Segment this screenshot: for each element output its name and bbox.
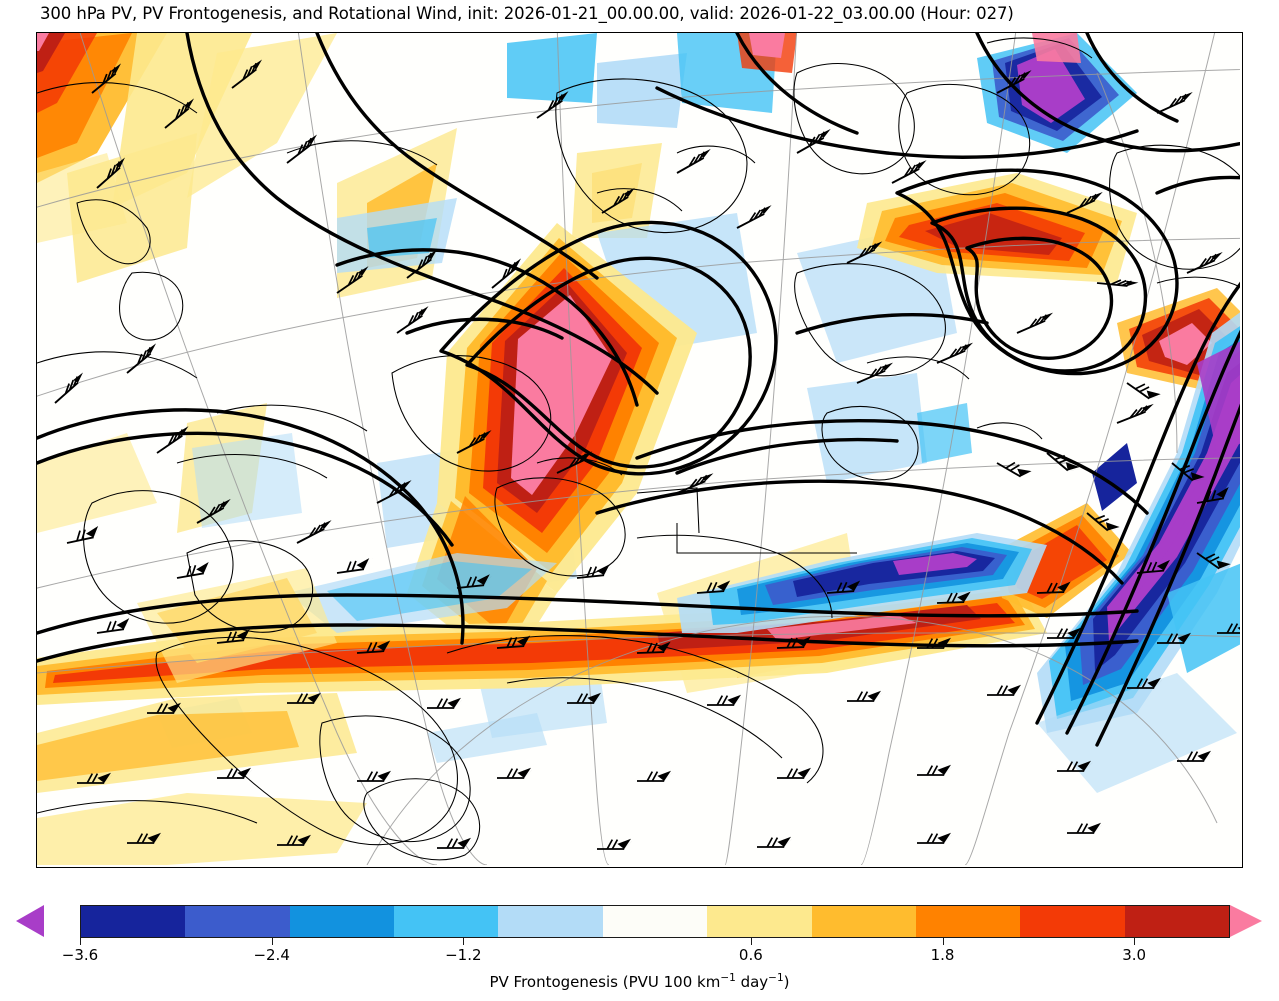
colorbar-tick-label: −3.6 xyxy=(61,946,99,964)
colorbar-segment xyxy=(185,906,290,937)
colorbar-tick-label: −2.4 xyxy=(253,946,290,964)
colorbar-tick xyxy=(80,938,81,945)
colorbar-tick xyxy=(750,938,752,945)
colorbar-segment xyxy=(1020,906,1125,937)
colorbar-segment xyxy=(915,906,1021,937)
colorbar-under-arrow xyxy=(16,905,44,937)
caption-post: ) xyxy=(783,973,790,991)
colorbar-segment xyxy=(707,906,812,937)
colorbar-tick xyxy=(942,938,944,945)
colorbar-bar[interactable] xyxy=(80,905,1230,938)
pv-contours xyxy=(37,33,1240,747)
colorbar-segment xyxy=(498,906,603,937)
colorbar-tick xyxy=(271,938,273,945)
colorbar: −3.6 −2.4 −1.2 0.6 1.8 3.0 PV Frontogenesis (… xyxy=(0,896,1279,1001)
caption-exp-2: −1 xyxy=(768,972,784,984)
colorbar-segment xyxy=(1124,906,1229,937)
map-canvas xyxy=(37,33,1240,865)
map-panel[interactable] xyxy=(36,32,1243,868)
colorbar-over-arrow xyxy=(1230,905,1262,937)
figure-title: 300 hPa PV, PV Frontogenesis, and Rotati… xyxy=(40,4,1014,23)
colorbar-tick-label: −1.2 xyxy=(445,946,482,964)
colorbar-segment xyxy=(394,906,499,937)
colorbar-segment xyxy=(811,906,916,937)
caption-pre: PV Frontogenesis (PVU 100 km xyxy=(489,973,721,991)
colorbar-tick xyxy=(463,938,465,945)
colorbar-segment xyxy=(602,906,708,937)
caption-mid: day xyxy=(735,973,769,991)
caption-exp-1: −1 xyxy=(720,972,736,984)
colorbar-tick-label: 3.0 xyxy=(1122,946,1147,964)
colorbar-segment xyxy=(81,906,186,937)
graticule xyxy=(37,33,1240,865)
colorbar-tick-label: 0.6 xyxy=(738,946,763,964)
colorbar-caption: PV Frontogenesis (PVU 100 km−1 day−1) xyxy=(0,972,1279,991)
colorbar-tick-label: 1.8 xyxy=(930,946,955,964)
colorbar-segment xyxy=(289,906,395,937)
colorbar-tick xyxy=(1134,938,1136,945)
